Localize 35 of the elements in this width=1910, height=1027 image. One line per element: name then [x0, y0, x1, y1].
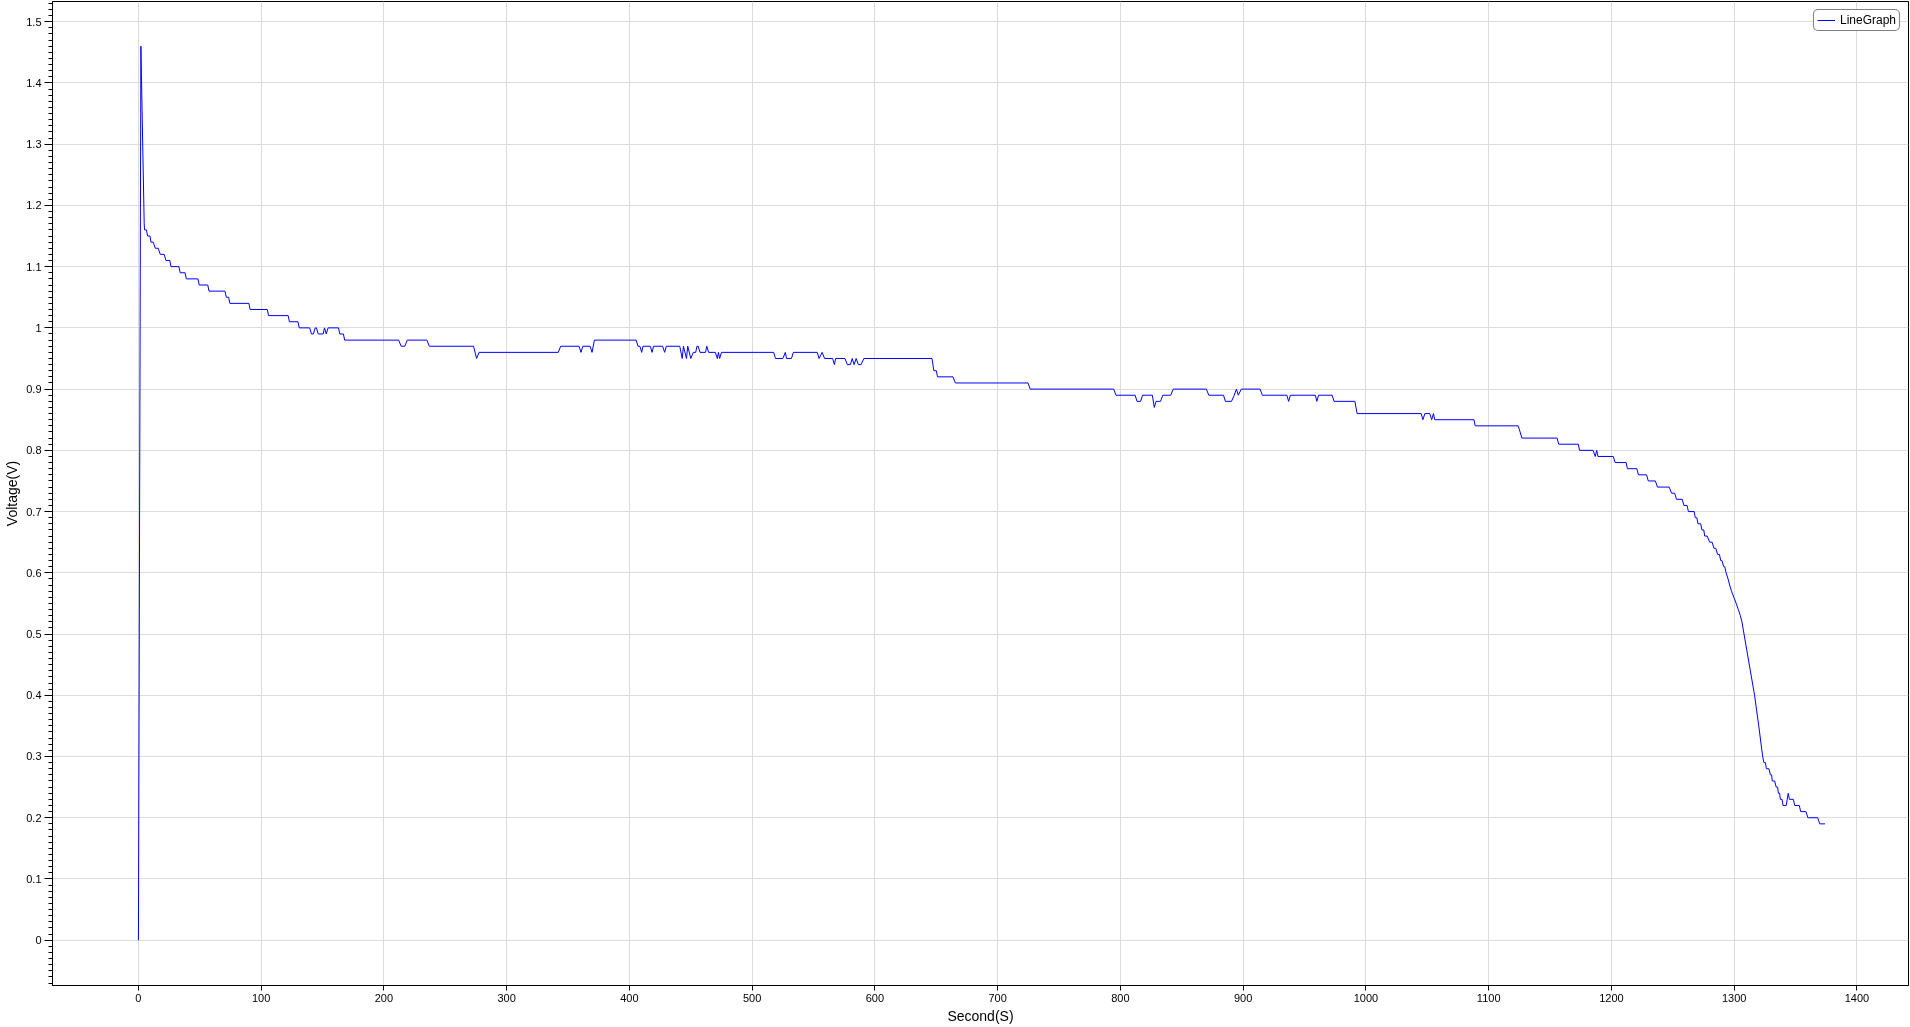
y-tick-label: 0.7 [26, 505, 42, 518]
x-tick-label: 700 [988, 991, 1007, 1004]
x-tick-label: 1000 [1353, 991, 1379, 1004]
line-series [137, 45, 1826, 941]
y-tick-label: 0.1 [26, 872, 42, 885]
x-tick-label: 600 [865, 991, 885, 1004]
x-tick-label: 1200 [1599, 991, 1624, 1004]
y-tick-label: 1 [35, 321, 42, 334]
y-tick-label: 0.2 [26, 811, 42, 824]
y-tick-label: 1.3 [26, 138, 42, 151]
x-tick-label: 500 [743, 991, 762, 1004]
y-tick-label: 0 [35, 934, 42, 947]
x-tick-label: 200 [374, 991, 394, 1004]
y-tick-label: 1.5 [26, 15, 42, 28]
x-tick-label: 900 [1234, 991, 1253, 1004]
x-tick-label: 300 [497, 991, 516, 1004]
y-tick-label: 1.4 [26, 76, 42, 89]
y-tick-label: 0.8 [26, 444, 42, 457]
y-tick-label: 0.6 [26, 566, 42, 579]
x-axis-title: Second(S) [947, 1007, 1014, 1024]
x-tick-label: 100 [252, 991, 271, 1004]
y-tick-label: 0.9 [26, 383, 42, 396]
x-tick-label: 1100 [1476, 991, 1501, 1004]
legend-label: LineGraph [1839, 13, 1896, 27]
y-tick-label: 0.5 [26, 628, 42, 641]
y-axis-title: Voltage(V) [4, 460, 21, 527]
x-tick-label: 1400 [1844, 991, 1870, 1004]
x-tick-label: 1300 [1721, 991, 1747, 1004]
x-tick-label: 400 [620, 991, 639, 1004]
y-tick-label: 1.1 [26, 260, 42, 273]
y-tick-label: 1.2 [26, 199, 42, 212]
x-tick-label: 0 [135, 991, 142, 1004]
x-tick-label: 800 [1111, 991, 1130, 1004]
y-tick-label: 0.4 [26, 689, 42, 702]
y-tick-label: 0.3 [26, 750, 42, 763]
